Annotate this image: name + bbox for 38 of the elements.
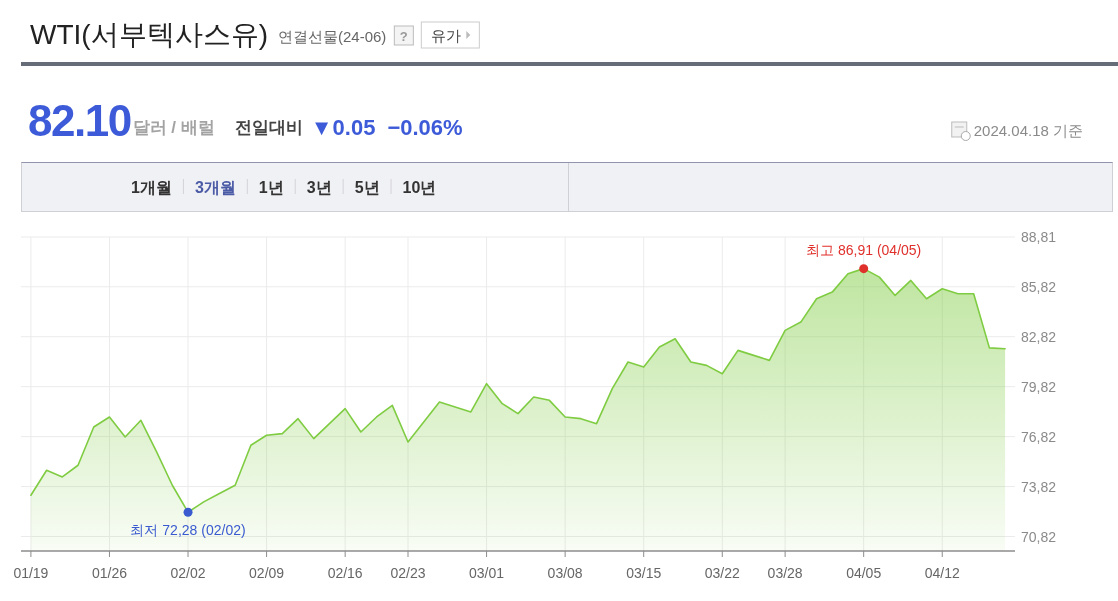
text: −0.06% — [387, 115, 463, 140]
annotation: 최고 86,91 (04/05) — [806, 241, 922, 258]
annotation: 최저 72,28 (02/02) — [130, 522, 246, 539]
text: 3년 — [306, 179, 332, 196]
x-tick-label: 02/23 — [390, 565, 426, 581]
x-tick-label: 03/15 — [626, 565, 662, 581]
x-tick-label: 01/19 — [13, 565, 49, 581]
text: 2024.04.18 기준 — [973, 122, 1083, 139]
x-tick-label: 04/05 — [846, 565, 882, 581]
text: 달러 / 배럴 — [132, 118, 215, 137]
y-tick-label: 73,82 — [1021, 478, 1057, 495]
x-tick-label: 03/01 — [469, 565, 505, 581]
chart-title: WTI(서부텍사스유) — [30, 19, 268, 50]
y-tick-label: 79,82 — [1021, 378, 1057, 395]
text: 10년 — [402, 179, 437, 196]
y-tick-label: 88,81 — [1021, 229, 1057, 245]
text: 유가 — [431, 27, 462, 44]
y-tick-label: 76,82 — [1021, 428, 1057, 445]
y-tick-label: 82,82 — [1021, 328, 1057, 345]
x-tick-label: 03/08 — [547, 565, 583, 581]
text: ▼0.05 — [310, 115, 376, 140]
chart-subtitle: 연결선물(24-06) — [277, 28, 387, 45]
x-tick-label: 02/02 — [170, 565, 206, 581]
text: 전일대비 — [234, 118, 303, 137]
x-tick-label: 02/16 — [327, 565, 363, 581]
x-tick-label: 03/28 — [767, 565, 803, 581]
text: ? — [399, 29, 408, 44]
text: 82.10 — [28, 96, 131, 145]
text: 1년 — [258, 179, 284, 196]
x-tick-label: 01/26 — [91, 565, 128, 581]
x-tick-label: 04/12 — [924, 565, 960, 581]
text: 1개월 — [131, 179, 172, 196]
y-tick-label: 85,82 — [1021, 278, 1057, 295]
text: 3개월 — [194, 179, 236, 196]
y-tick-label: 70,82 — [1021, 528, 1057, 545]
text: 5년 — [354, 179, 380, 196]
x-tick-label: 02/09 — [249, 565, 285, 581]
x-tick-label: 03/22 — [704, 565, 740, 581]
